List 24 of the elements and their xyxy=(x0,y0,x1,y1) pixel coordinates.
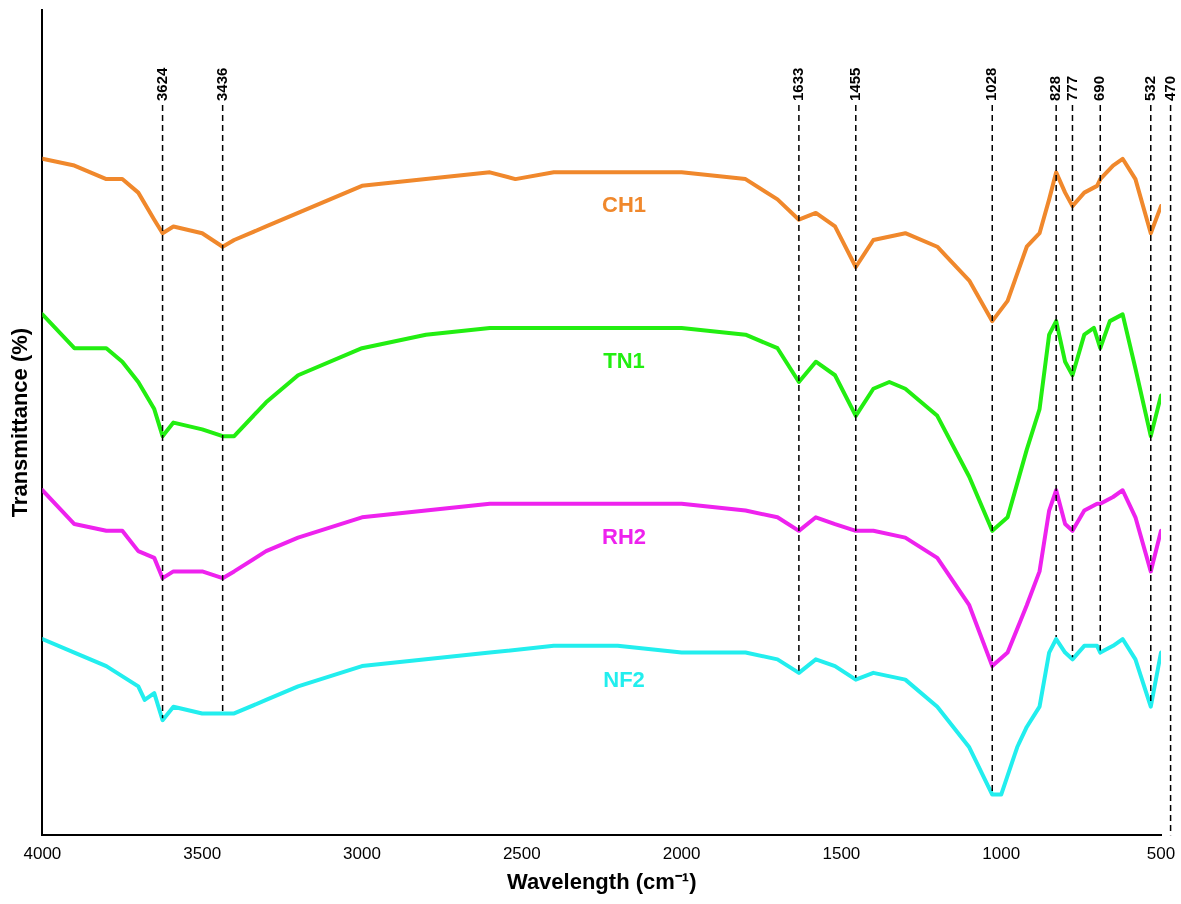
x-tick-label: 3500 xyxy=(183,844,222,864)
ref-line-label: 1455 xyxy=(845,67,863,101)
series-label: RH2 xyxy=(602,523,647,549)
ref-line-label: 532 xyxy=(1140,75,1158,101)
x-axis-title: Wavelength (cm⁻¹) xyxy=(506,868,697,894)
ref-line-label: 777 xyxy=(1062,75,1080,101)
x-tick-label: 3000 xyxy=(343,844,381,864)
ref-line-label: 1028 xyxy=(982,67,1000,101)
ref-line-label: 3436 xyxy=(212,67,230,101)
ref-line-label: 470 xyxy=(1160,75,1178,101)
ref-line-label: 3624 xyxy=(152,66,170,101)
ref-line-label: 1633 xyxy=(789,67,807,101)
ref-line-label: 828 xyxy=(1046,75,1064,101)
ref-line-label: 690 xyxy=(1090,75,1108,101)
x-tick-label: 1000 xyxy=(982,844,1021,864)
x-tick-label: 1500 xyxy=(822,844,861,864)
y-axis-title: Transmittance (%) xyxy=(7,327,33,518)
x-tick-label: 2000 xyxy=(662,844,701,864)
x-tick-label: 2500 xyxy=(502,844,541,864)
series-label: TN1 xyxy=(603,347,645,373)
series-label: NF2 xyxy=(603,666,645,692)
x-tick-label: 500 xyxy=(1146,844,1176,864)
series-label: CH1 xyxy=(602,192,647,218)
x-tick-label: 4000 xyxy=(23,844,62,864)
